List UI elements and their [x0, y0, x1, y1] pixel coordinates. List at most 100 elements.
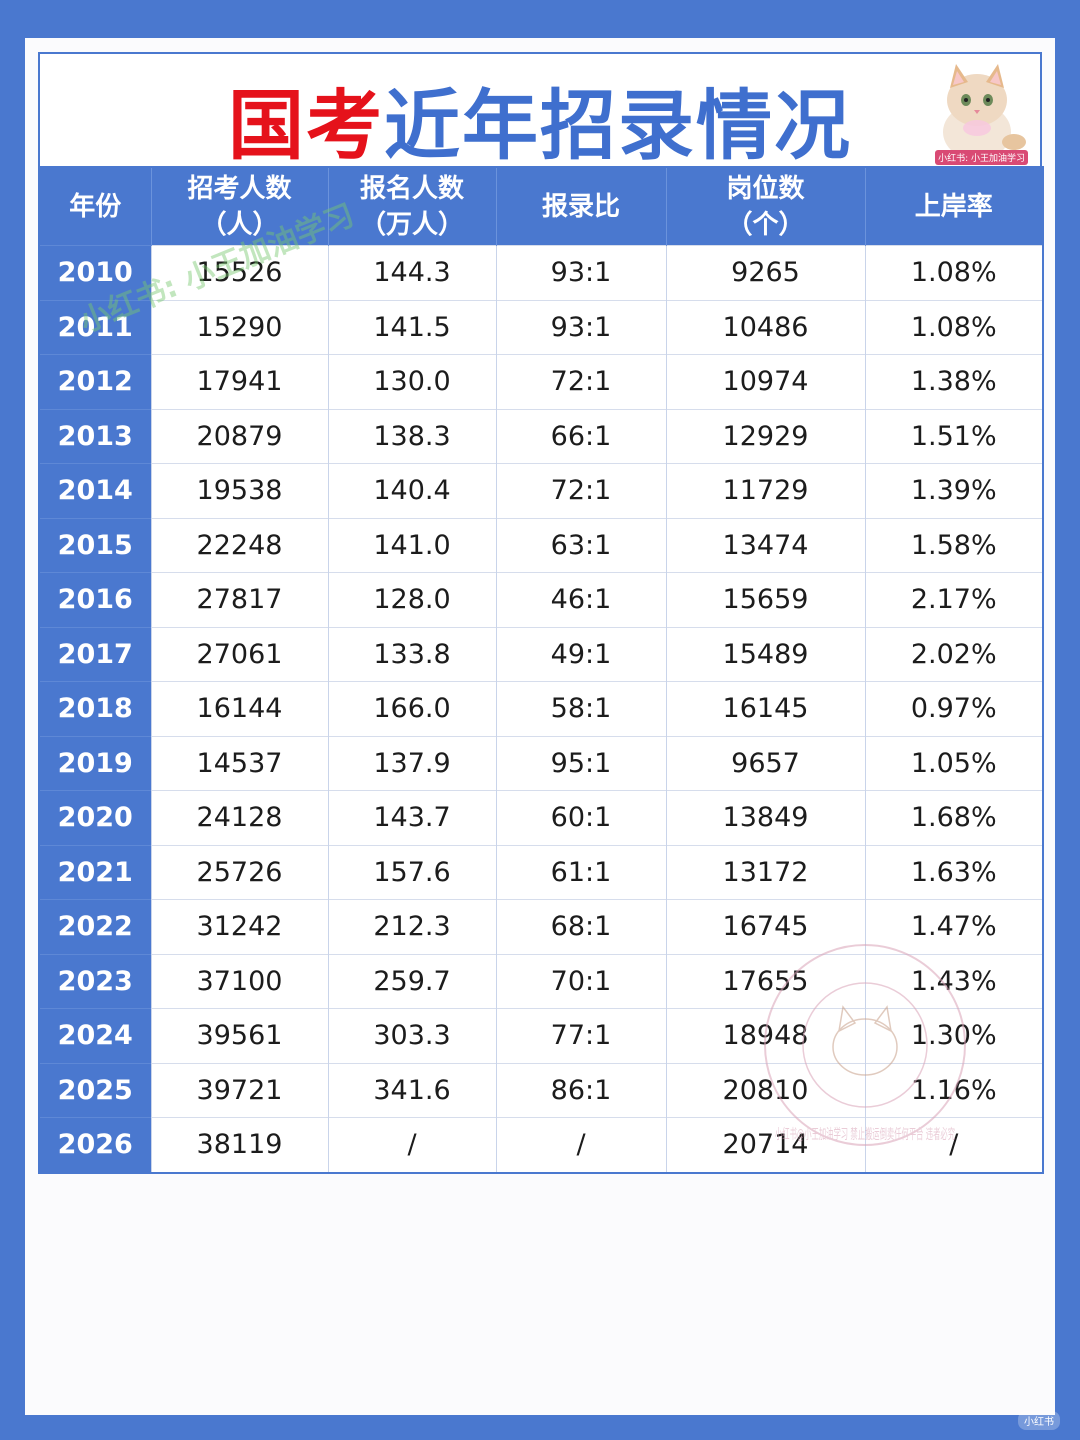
header-label: 年份 — [69, 191, 122, 222]
cell-ratio: 95:1 — [495, 735, 666, 791]
cell-recruits: 25726 — [150, 844, 328, 900]
cell-ratio: 72:1 — [495, 463, 666, 518]
header-label: 招考人数 — [187, 173, 292, 204]
cell-ratio: 93:1 — [495, 245, 666, 300]
cell-recruits: 31242 — [150, 899, 328, 954]
cell-year: 2014 — [39, 463, 151, 518]
cell-recruits: 15290 — [150, 299, 328, 355]
table-row: 2018 16144 166.0 58:1 16145 0.97% — [39, 681, 1043, 736]
cell-year: 2026 — [39, 1117, 151, 1173]
cell-success-rate: 1.05% — [864, 735, 1043, 791]
cell-success-rate: 1.38% — [864, 354, 1043, 409]
cell-applicants: 259.7 — [327, 953, 496, 1009]
header-success-rate: 上岸率 — [864, 167, 1043, 246]
cell-success-rate: 2.02% — [864, 626, 1043, 682]
cell-success-rate: 1.47% — [864, 899, 1043, 954]
cell-year: 2011 — [39, 299, 151, 355]
cell-year: 2021 — [39, 844, 151, 900]
cell-applicants: 140.4 — [327, 463, 496, 518]
cell-recruits: 16144 — [150, 681, 328, 736]
cell-recruits: 17941 — [150, 354, 328, 409]
cell-applicants: 128.0 — [327, 572, 496, 627]
header-applicants: 报名人数 （万人） — [327, 167, 496, 246]
cell-positions: 18948 — [665, 1008, 865, 1063]
cell-recruits: 27817 — [150, 572, 328, 627]
table-row: 2013 20879 138.3 66:1 12929 1.51% — [39, 408, 1043, 464]
cell-positions: 15659 — [665, 572, 865, 627]
header-year: 年份 — [39, 167, 151, 246]
page-title: 国考近年招录情况 — [40, 64, 1040, 174]
table-row: 2023 37100 259.7 70:1 17655 1.43% — [39, 953, 1043, 1009]
cell-ratio: 58:1 — [495, 681, 666, 736]
table-body: 2010 15526 144.3 93:1 9265 1.08% 2011 15290 141.… — [39, 245, 1043, 1173]
cell-ratio: 46:1 — [495, 572, 666, 627]
cell-year: 2024 — [39, 1008, 151, 1063]
header-recruits: 招考人数 （人） — [150, 167, 328, 246]
cell-year: 2023 — [39, 953, 151, 1009]
cell-positions: 11729 — [665, 463, 865, 518]
header-unit: （万人） — [359, 209, 464, 240]
logo-caption: 小红书: 小王加油学习 — [935, 150, 1028, 165]
cell-ratio: 49:1 — [495, 626, 666, 682]
cell-year: 2010 — [39, 245, 151, 300]
cell-success-rate: 1.43% — [864, 953, 1043, 1009]
cell-positions: 15489 — [665, 626, 865, 682]
cell-recruits: 14537 — [150, 735, 328, 791]
cell-applicants: 137.9 — [327, 735, 496, 791]
cell-year: 2018 — [39, 681, 151, 736]
cell-year: 2020 — [39, 790, 151, 845]
cell-applicants: 133.8 — [327, 626, 496, 682]
table-row: 2024 39561 303.3 77:1 18948 1.30% — [39, 1008, 1043, 1063]
cell-applicants: 157.6 — [327, 844, 496, 900]
cell-ratio: 61:1 — [495, 844, 666, 900]
corner-badge: 小红书 — [1018, 1411, 1060, 1430]
cell-applicants: / — [327, 1117, 496, 1173]
cell-success-rate: 1.08% — [864, 299, 1043, 355]
cell-applicants: 141.0 — [327, 517, 496, 573]
header-ratio: 报录比 — [495, 167, 666, 246]
cell-recruits: 15526 — [150, 245, 328, 300]
cell-success-rate: 1.39% — [864, 463, 1043, 518]
cell-recruits: 38119 — [150, 1117, 328, 1173]
cell-applicants: 341.6 — [327, 1062, 496, 1118]
cell-success-rate: / — [864, 1117, 1043, 1173]
recruitment-table: 年份 招考人数 （人） 报名人数 （万人） 报录比 岗位数 （个） 上岸率 2010 15526 1… — [38, 166, 1044, 1174]
cell-success-rate: 1.58% — [864, 517, 1043, 573]
cell-ratio: 70:1 — [495, 953, 666, 1009]
title-part-red: 国考 — [228, 81, 384, 170]
title-part-blue: 近年招录情况 — [384, 81, 852, 170]
cell-recruits: 19538 — [150, 463, 328, 518]
table-row: 2022 31242 212.3 68:1 16745 1.47% — [39, 899, 1043, 954]
cell-recruits: 39561 — [150, 1008, 328, 1063]
cell-year: 2019 — [39, 735, 151, 791]
cell-year: 2022 — [39, 899, 151, 954]
cell-recruits: 27061 — [150, 626, 328, 682]
cell-year: 2015 — [39, 517, 151, 573]
cell-positions: 20810 — [665, 1062, 865, 1118]
title-banner: 国考近年招录情况 小红书: 小王加油学习 — [38, 52, 1042, 170]
cell-year: 2017 — [39, 626, 151, 682]
cell-positions: 13849 — [665, 790, 865, 845]
table-row: 2012 17941 130.0 72:1 10974 1.38% — [39, 354, 1043, 409]
cell-ratio: 63:1 — [495, 517, 666, 573]
cat-logo-icon — [943, 64, 1026, 160]
cell-ratio: 86:1 — [495, 1062, 666, 1118]
cell-applicants: 138.3 — [327, 408, 496, 464]
header-positions: 岗位数 （个） — [665, 167, 865, 246]
cell-success-rate: 1.68% — [864, 790, 1043, 845]
cell-ratio: 68:1 — [495, 899, 666, 954]
cell-success-rate: 1.63% — [864, 844, 1043, 900]
table-header-row: 年份 招考人数 （人） 报名人数 （万人） 报录比 岗位数 （个） 上岸率 — [39, 167, 1043, 246]
cell-positions: 20714 — [665, 1117, 865, 1173]
header-label: 岗位数 — [726, 173, 805, 204]
table-row: 2021 25726 157.6 61:1 13172 1.63% — [39, 844, 1043, 900]
cell-ratio: 66:1 — [495, 408, 666, 464]
cell-applicants: 303.3 — [327, 1008, 496, 1063]
table-row: 2011 15290 141.5 93:1 10486 1.08% — [39, 299, 1043, 355]
cell-applicants: 143.7 — [327, 790, 496, 845]
table-row: 2025 39721 341.6 86:1 20810 1.16% — [39, 1062, 1043, 1118]
cell-ratio: / — [495, 1117, 666, 1173]
cell-year: 2013 — [39, 408, 151, 464]
cell-positions: 16745 — [665, 899, 865, 954]
cell-recruits: 37100 — [150, 953, 328, 1009]
